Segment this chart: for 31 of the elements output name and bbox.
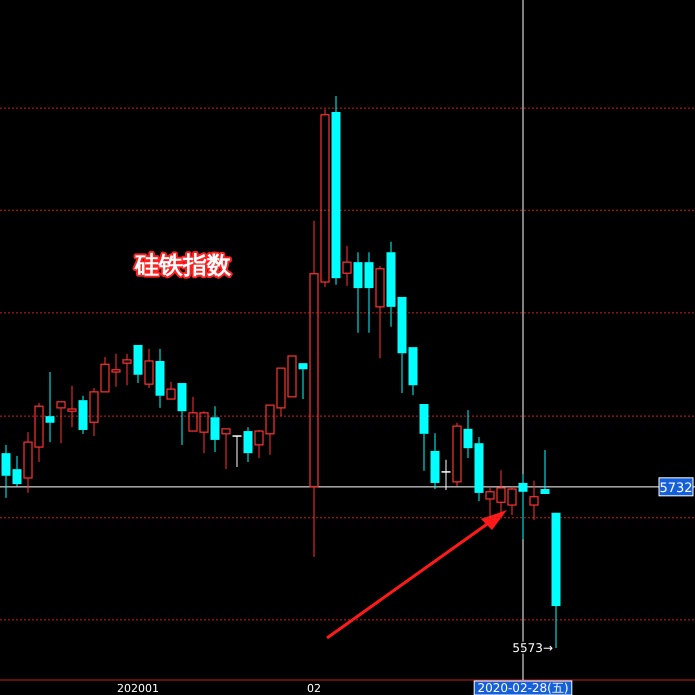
candlestick — [320, 108, 330, 288]
candlestick — [210, 406, 220, 453]
candlestick — [364, 252, 374, 334]
candlestick — [89, 388, 99, 437]
candlestick — [144, 348, 154, 389]
candlestick — [111, 353, 121, 388]
candlestick — [156, 348, 164, 408]
candlestick — [430, 432, 440, 490]
candlestick — [386, 241, 396, 328]
x-tick-label: 2020-02-28(五) — [477, 681, 569, 695]
candlestick — [23, 432, 33, 494]
candlestick — [12, 455, 22, 487]
candlestick — [464, 410, 472, 459]
x-tick-label: 202001 — [117, 682, 159, 695]
candlestick — [2, 444, 10, 498]
candlestick — [529, 480, 539, 520]
candlestick — [309, 220, 319, 558]
x-tick-label: 02 — [307, 682, 321, 695]
candlestick — [354, 252, 362, 334]
candlestick — [67, 385, 77, 428]
candlestick — [122, 353, 132, 386]
candlestick — [496, 470, 506, 514]
candlestick — [342, 246, 352, 286]
candlestick — [46, 372, 54, 443]
candlestick — [332, 96, 340, 286]
candlestick — [518, 474, 528, 540]
candlestick — [244, 426, 252, 462]
candlestick — [474, 436, 484, 502]
candlestick — [78, 395, 88, 434]
text: 硅铁指数 — [134, 251, 232, 279]
text: 5732 — [659, 480, 693, 496]
